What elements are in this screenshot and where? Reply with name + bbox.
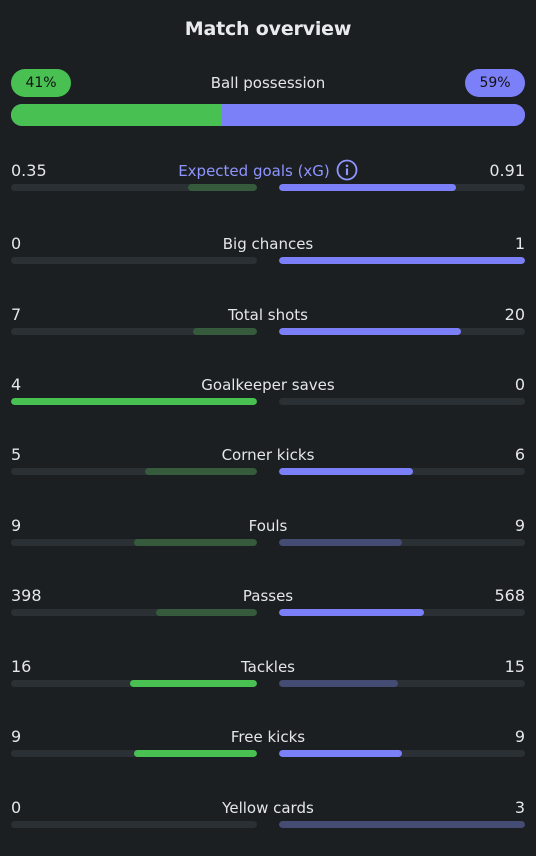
home-bar-track — [11, 750, 257, 757]
away-bar-fill — [279, 539, 402, 546]
stat-label-text: Passes — [242, 587, 294, 605]
away-bar-fill — [279, 184, 457, 191]
away-value: 9 — [514, 516, 525, 535]
stat-label-text: Yellow cards — [222, 799, 314, 817]
home-value: 398 — [11, 586, 42, 605]
away-bar-track — [279, 468, 525, 475]
stat-label-text: Corner kicks — [221, 446, 315, 464]
page-title: Match overview — [184, 18, 352, 40]
away-bar-track — [279, 609, 525, 616]
stat-row-passes: 398 Passes 568 — [11, 585, 525, 625]
home-value: 0 — [11, 798, 22, 817]
home-bar-track — [11, 821, 257, 828]
away-bar-track — [279, 750, 525, 757]
away-value: 20 — [504, 305, 525, 324]
away-bar-fill — [279, 468, 414, 475]
home-value: 4 — [11, 375, 22, 394]
home-bar-track — [11, 184, 257, 191]
stat-row-expected-goals-xg: 0.35 Expected goals (xG) 0.91 — [11, 159, 525, 200]
home-bar-fill — [188, 184, 257, 191]
stat-label: Yellow cards — [11, 797, 525, 819]
home-bar-track — [11, 398, 257, 405]
home-value: 7 — [11, 305, 22, 324]
home-bar-fill — [156, 609, 257, 616]
away-value: 0 — [514, 375, 525, 394]
stat-label-text: Total shots — [228, 306, 308, 324]
stat-label-text: Tackles — [240, 658, 296, 676]
away-bar-fill — [279, 257, 525, 264]
home-bar-fill — [130, 680, 257, 687]
away-value: 6 — [514, 445, 525, 464]
home-value: 0.35 — [11, 161, 47, 180]
home-bar-fill — [193, 328, 257, 335]
away-bar-track — [279, 680, 525, 687]
away-bar-track — [279, 328, 525, 335]
away-bar-fill — [279, 821, 525, 828]
away-value: 15 — [504, 657, 525, 676]
possession-bar-home — [11, 104, 222, 126]
stat-label: Total shots — [11, 304, 525, 326]
home-bar-fill — [11, 398, 257, 405]
possession-bar — [11, 104, 525, 126]
home-bar-track — [11, 257, 257, 264]
stat-row-goalkeeper-saves: 4 Goalkeeper saves 0 — [11, 374, 525, 414]
stat-label-text: Free kicks — [230, 728, 306, 746]
away-value: 1 — [514, 234, 525, 253]
stat-row-tackles: 16 Tackles 15 — [11, 656, 525, 696]
away-value: 0.91 — [489, 161, 525, 180]
home-possession-badge: 41% — [11, 69, 71, 97]
stat-label[interactable]: Expected goals (xG) — [11, 159, 525, 182]
away-value: 3 — [514, 798, 525, 817]
stat-row-corner-kicks: 5 Corner kicks 6 — [11, 444, 525, 484]
away-bar-track — [279, 257, 525, 264]
stat-label: Free kicks — [11, 726, 525, 748]
info-icon[interactable] — [336, 159, 358, 181]
home-bar-track — [11, 328, 257, 335]
home-value: 16 — [11, 657, 32, 676]
stat-label: Fouls — [11, 515, 525, 537]
home-value: 0 — [11, 234, 22, 253]
stat-label: Corner kicks — [11, 444, 525, 466]
home-value: 5 — [11, 445, 22, 464]
stat-label: Passes — [11, 585, 525, 607]
home-bar-fill — [134, 750, 257, 757]
stat-label: Goalkeeper saves — [11, 374, 525, 396]
stat-row-total-shots: 7 Total shots 20 — [11, 304, 525, 344]
stat-label-text: Expected goals (xG) — [178, 162, 330, 180]
stat-label-text: Goalkeeper saves — [201, 376, 335, 394]
possession-header: 41% Ball possession 59% — [11, 69, 525, 97]
home-bar-track — [11, 468, 257, 475]
away-bar-track — [279, 184, 525, 191]
stat-label-text: Fouls — [248, 517, 288, 535]
home-bar-track — [11, 609, 257, 616]
stat-label: Big chances — [11, 233, 525, 255]
away-bar-track — [279, 821, 525, 828]
home-bar-fill — [145, 468, 257, 475]
away-bar-fill — [279, 750, 402, 757]
possession-label: Ball possession — [210, 74, 326, 92]
stat-row-free-kicks: 9 Free kicks 9 — [11, 726, 525, 766]
stat-label-text: Big chances — [222, 235, 314, 253]
home-value: 9 — [11, 516, 22, 535]
possession-bar-away — [221, 104, 525, 126]
away-bar-fill — [279, 328, 462, 335]
home-bar-fill — [134, 539, 257, 546]
away-bar-track — [279, 398, 525, 405]
away-value: 9 — [514, 727, 525, 746]
away-bar-track — [279, 539, 525, 546]
away-bar-fill — [279, 680, 399, 687]
home-bar-track — [11, 680, 257, 687]
stat-label: Tackles — [11, 656, 525, 678]
away-possession-badge: 59% — [465, 69, 525, 97]
stat-row-fouls: 9 Fouls 9 — [11, 515, 525, 555]
stat-row-yellow-cards: 0 Yellow cards 3 — [11, 797, 525, 837]
stat-row-big-chances: 0 Big chances 1 — [11, 233, 525, 273]
home-bar-track — [11, 539, 257, 546]
home-value: 9 — [11, 727, 22, 746]
away-value: 568 — [494, 586, 525, 605]
away-bar-fill — [279, 609, 425, 616]
